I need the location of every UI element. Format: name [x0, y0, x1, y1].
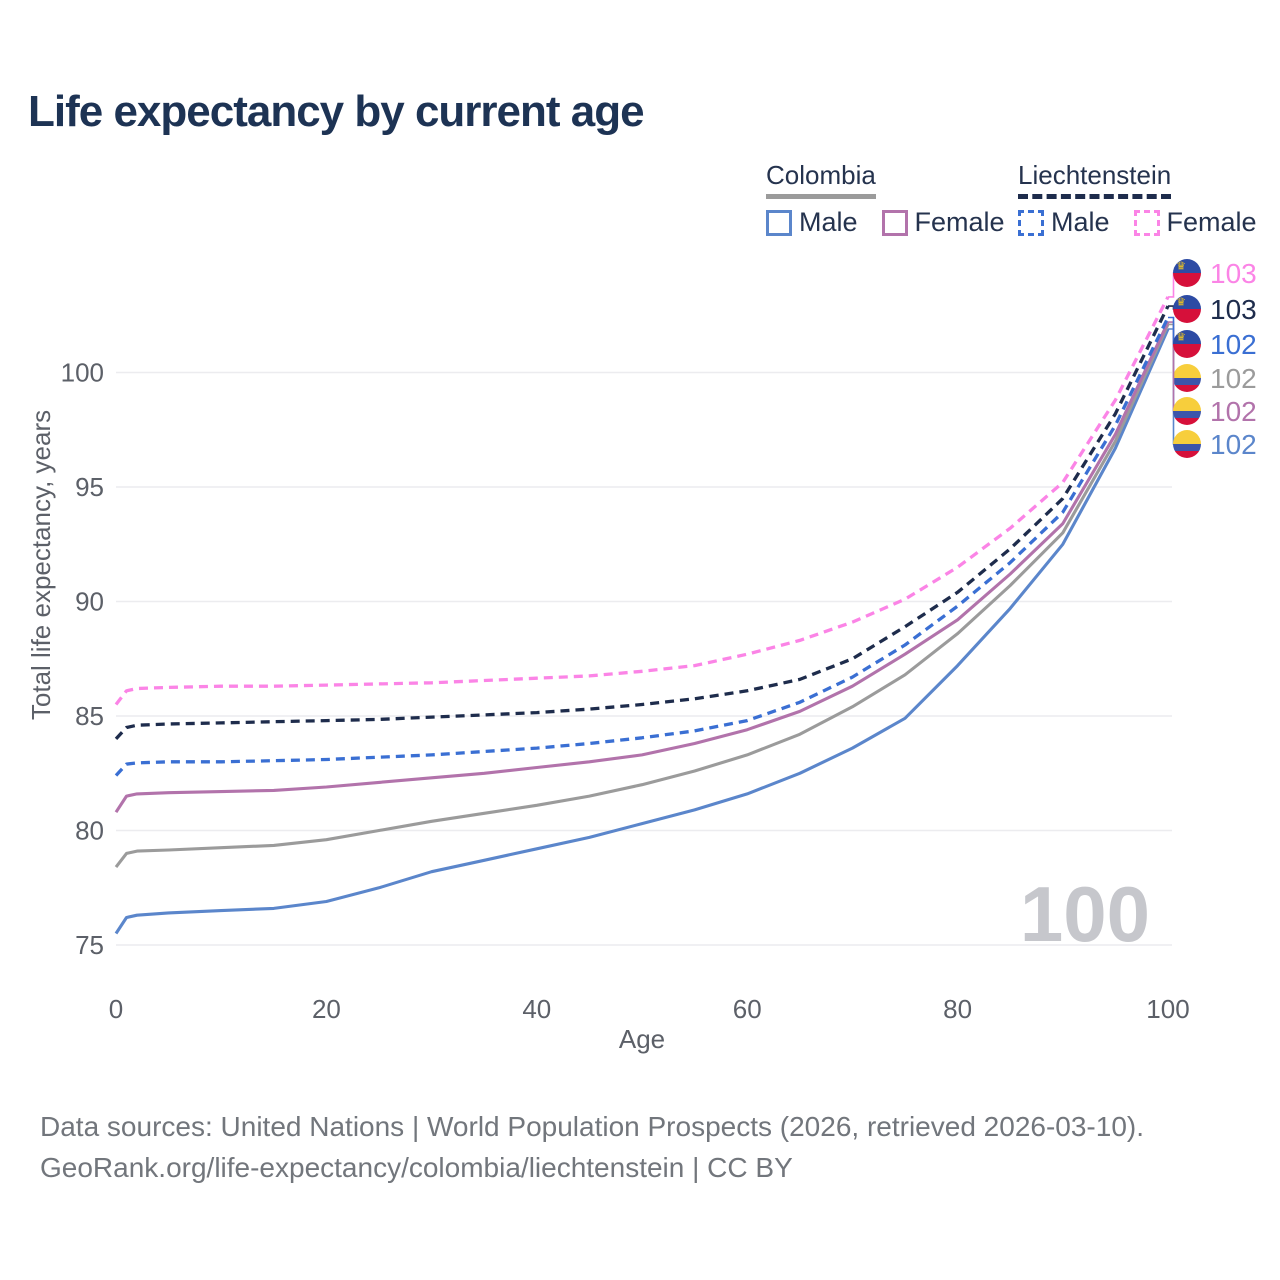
x-tick-label: 100 [1146, 994, 1189, 1024]
series-line-liechtenstein-male[interactable] [114, 316, 1170, 777]
end-value-label-liechtenstein-male: 102 [1210, 329, 1257, 360]
flag-icon-liechtenstein: ♛ [1173, 295, 1201, 323]
x-tick-label: 40 [522, 994, 551, 1024]
series-line-colombia-female[interactable] [114, 321, 1170, 814]
legend-item-liechtenstein-female[interactable]: Female [1166, 207, 1257, 237]
end-value-label-liechtenstein-female: 103 [1210, 258, 1257, 289]
series-line-colombia-total[interactable] [114, 323, 1170, 869]
y-tick-label: 85 [75, 701, 104, 731]
y-tick-label: 90 [75, 587, 104, 617]
colombia-female-swatch-icon[interactable] [881, 209, 908, 236]
x-axis-title: Age [619, 1024, 665, 1054]
age-watermark: 100 [1020, 870, 1150, 958]
legend-country-colombia[interactable]: Colombia [766, 160, 876, 199]
svg-text:♛: ♛ [1176, 261, 1186, 273]
legend-group-liechtenstein: Liechtenstein Male Female [1018, 160, 1280, 238]
x-tick-label: 20 [312, 994, 341, 1024]
footer: Data sources: United Nations | World Pop… [40, 1106, 1144, 1188]
liechtenstein-female-swatch-icon[interactable] [1133, 209, 1160, 236]
end-value-label-liechtenstein-total: 103 [1210, 294, 1257, 325]
end-value-label-colombia-male: 102 [1210, 429, 1257, 460]
svg-text:♛: ♛ [1176, 332, 1186, 344]
end-value-label-colombia-total: 102 [1210, 363, 1257, 394]
y-tick-label: 100 [61, 358, 104, 388]
liechtenstein-male-swatch-icon[interactable] [1018, 209, 1044, 236]
flag-icon-colombia [1173, 397, 1201, 425]
y-tick-label: 80 [75, 816, 104, 846]
flag-icon-liechtenstein: ♛ [1173, 259, 1201, 287]
flag-icon-colombia [1173, 364, 1201, 392]
flag-icon-colombia [1173, 430, 1201, 458]
x-tick-label: 0 [109, 994, 123, 1024]
legend-country-liechtenstein[interactable]: Liechtenstein [1018, 160, 1172, 199]
svg-text:♛: ♛ [1176, 297, 1186, 309]
x-tick-label: 60 [733, 994, 762, 1024]
data-source-line: Data sources: United Nations | World Pop… [40, 1111, 1145, 1142]
series-line-colombia-male[interactable] [114, 328, 1170, 935]
flag-icon-liechtenstein: ♛ [1173, 330, 1201, 358]
legend-item-colombia-male[interactable]: Male [799, 207, 858, 237]
colombia-male-swatch-icon[interactable] [766, 209, 792, 236]
series-line-liechtenstein-total[interactable] [114, 305, 1170, 741]
end-value-label-colombia-female: 102 [1210, 396, 1257, 427]
page-title: Life expectancy by current age [28, 87, 645, 136]
y-tick-label: 75 [75, 930, 104, 960]
x-tick-label: 80 [943, 994, 972, 1024]
series-line-liechtenstein-female[interactable] [114, 296, 1170, 706]
attribution-line: GeoRank.org/life-expectancy/colombia/lie… [40, 1152, 793, 1183]
legend-item-colombia-female[interactable]: Female [914, 207, 1005, 237]
legend-group-colombia: Colombia Male Female [766, 160, 1029, 238]
legend-item-liechtenstein-male[interactable]: Male [1051, 207, 1110, 237]
y-tick-label: 95 [75, 472, 104, 502]
y-axis-title: Total life expectancy, years [26, 410, 56, 720]
